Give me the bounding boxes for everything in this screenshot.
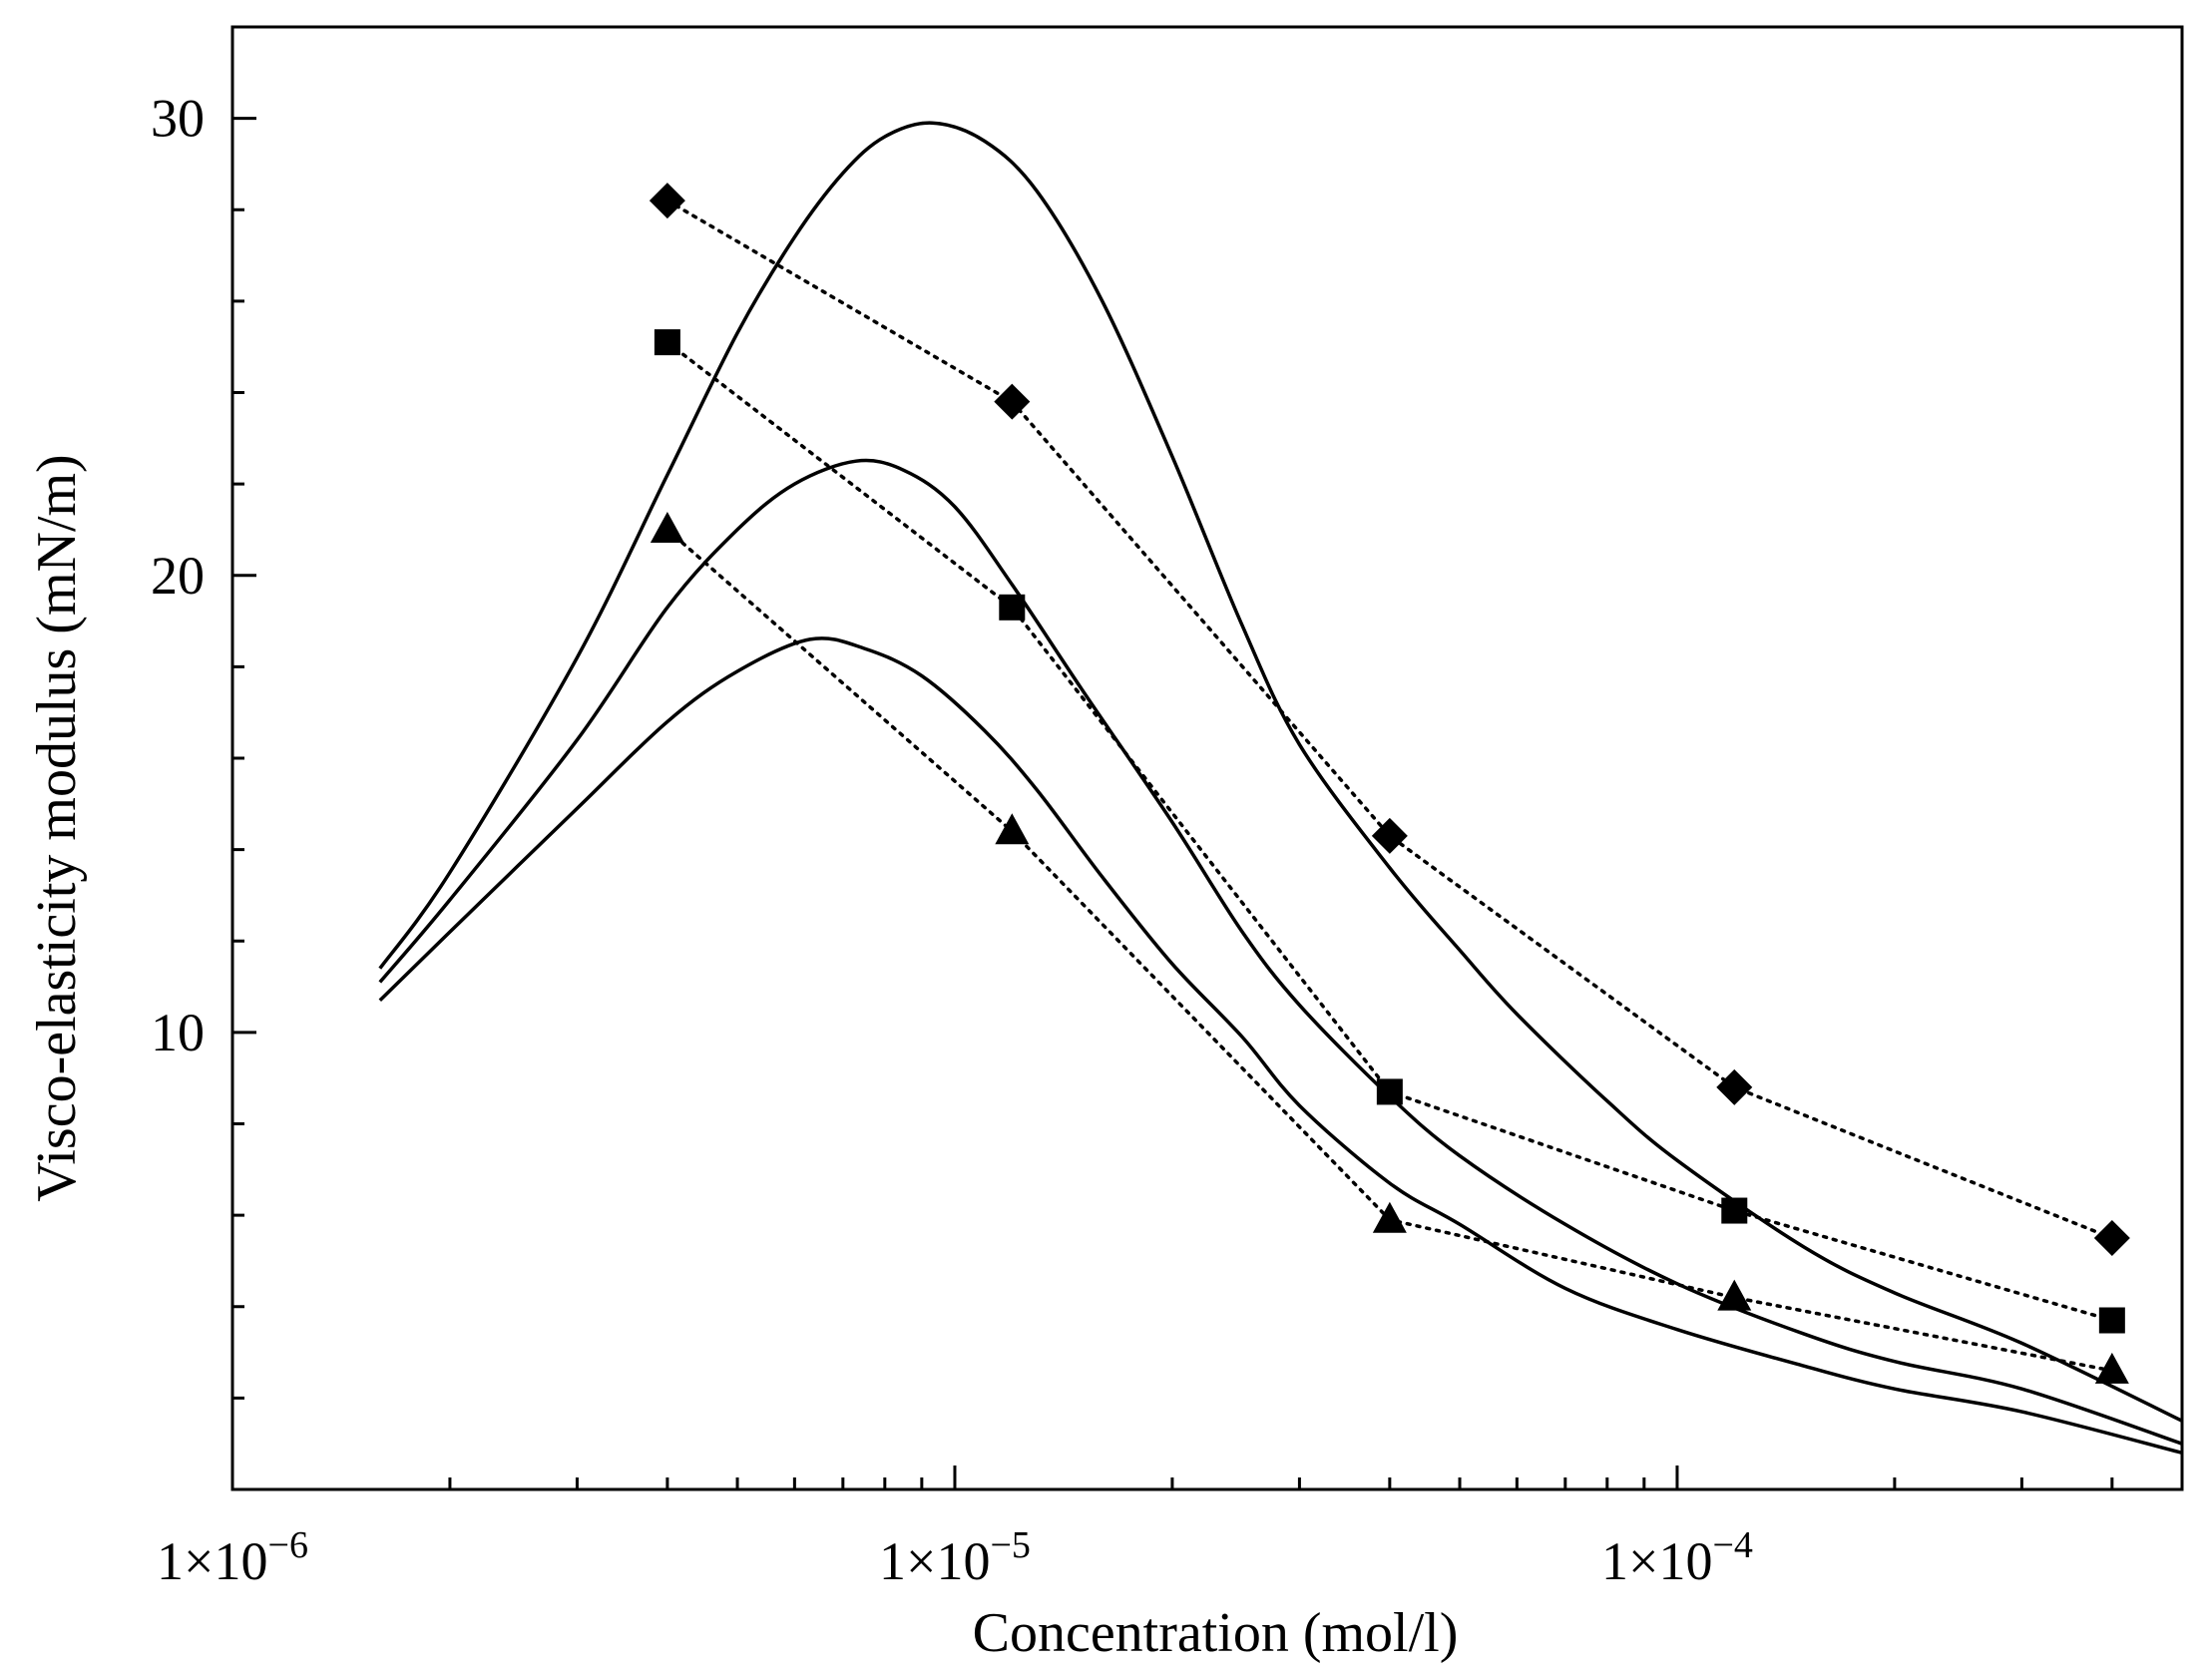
fit-middle-curve (378, 458, 2182, 1446)
plot-frame (230, 25, 2184, 1491)
diamond-point (994, 383, 1031, 420)
x-tick-label: 1×10−6 (157, 1524, 308, 1591)
fit-curves (378, 121, 2182, 1455)
x-tick-label-exponent: −5 (990, 1524, 1030, 1566)
triangle-point (2094, 1352, 2129, 1384)
y-tick-label: 10 (151, 1003, 205, 1062)
x-tick-label-exponent: −6 (268, 1524, 308, 1566)
square-point (2098, 1307, 2125, 1334)
square-point (999, 594, 1026, 621)
diamond-point (649, 183, 685, 219)
triangle-point (650, 511, 684, 543)
diamond-point (1716, 1068, 1753, 1105)
plot-border (230, 25, 2184, 1491)
x-tick-label: 1×10−4 (1601, 1524, 1753, 1591)
x-tick-label-base: 1×10 (879, 1531, 990, 1591)
square-point (1376, 1078, 1403, 1105)
x-tick-label-base: 1×10 (157, 1531, 267, 1591)
fit-upper-curve (378, 121, 2182, 1423)
data-series (649, 183, 2130, 1384)
y-axis-title: Visco-elasticity modulus (mN/m) (26, 454, 88, 1201)
x-tick-label-exponent: −4 (1712, 1524, 1752, 1566)
y-tick-label: 30 (151, 89, 205, 149)
x-axis-title: Concentration (mol/l) (973, 1602, 1459, 1664)
diamond-point (1371, 817, 1408, 854)
triangle-point (1372, 1201, 1407, 1233)
square-point (1721, 1197, 1748, 1224)
x-tick-label: 1×10−5 (879, 1524, 1031, 1591)
square-point (654, 329, 680, 356)
triangle-point (995, 813, 1030, 845)
diamond-series-line (665, 199, 2114, 1240)
axis-ticks (230, 117, 2184, 1489)
triangle-point (1717, 1279, 1752, 1311)
fit-lower-curve (378, 636, 2182, 1455)
diamond-point (2093, 1220, 2130, 1257)
axis-labels: Concentration (mol/l) Visco-elasticity m… (26, 89, 1753, 1664)
y-tick-label: 20 (151, 546, 205, 606)
x-tick-label-base: 1×10 (1601, 1531, 1712, 1591)
